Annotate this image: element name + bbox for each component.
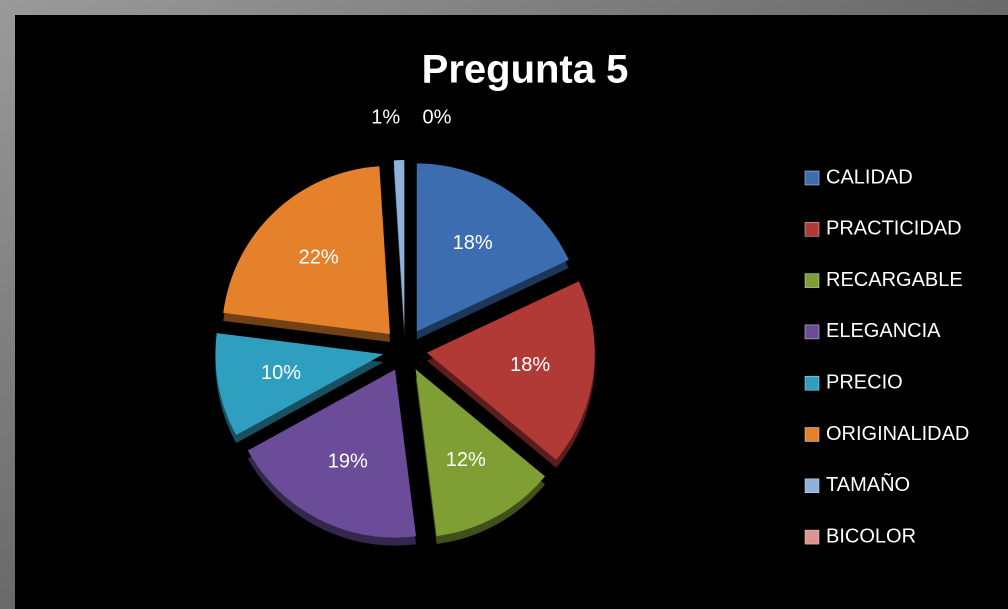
slice	[215, 333, 384, 436]
legend-label: PRECIO	[826, 371, 903, 393]
data-label: 0%	[423, 106, 452, 128]
legend-label: BICOLOR	[826, 525, 916, 547]
legend-label: ELEGANCIA	[826, 320, 941, 342]
legend-swatch	[804, 273, 820, 288]
legend-swatch	[804, 222, 820, 237]
legend-swatch	[804, 427, 820, 442]
legend-swatch	[804, 324, 820, 340]
legend-label: RECARGABLE	[826, 269, 963, 291]
legend-label: PRACTICIDAD	[826, 218, 962, 240]
slice	[415, 369, 546, 536]
chart-area	[15, 15, 1008, 609]
data-label: 22%	[299, 246, 339, 268]
legend-label: CALIDAD	[826, 166, 913, 188]
slice	[416, 163, 569, 332]
legend-swatch	[804, 170, 820, 186]
data-label: 18%	[453, 232, 493, 254]
legend-swatch	[804, 529, 820, 545]
data-label: 12%	[446, 449, 486, 471]
chart-title: Pregunta 5	[422, 48, 629, 92]
legend-label: TAMAÑO	[826, 472, 910, 496]
data-label: 10%	[261, 362, 301, 384]
data-label: 19%	[328, 451, 368, 473]
slice	[426, 281, 595, 460]
legend-swatch	[804, 478, 820, 494]
legend-label: ORIGINALIDAD	[826, 423, 969, 445]
slice	[393, 160, 405, 329]
slice	[223, 166, 390, 334]
slice	[247, 369, 417, 538]
legend-swatch	[804, 375, 820, 391]
data-label: 18%	[510, 354, 550, 376]
data-label: 1%	[371, 106, 400, 128]
